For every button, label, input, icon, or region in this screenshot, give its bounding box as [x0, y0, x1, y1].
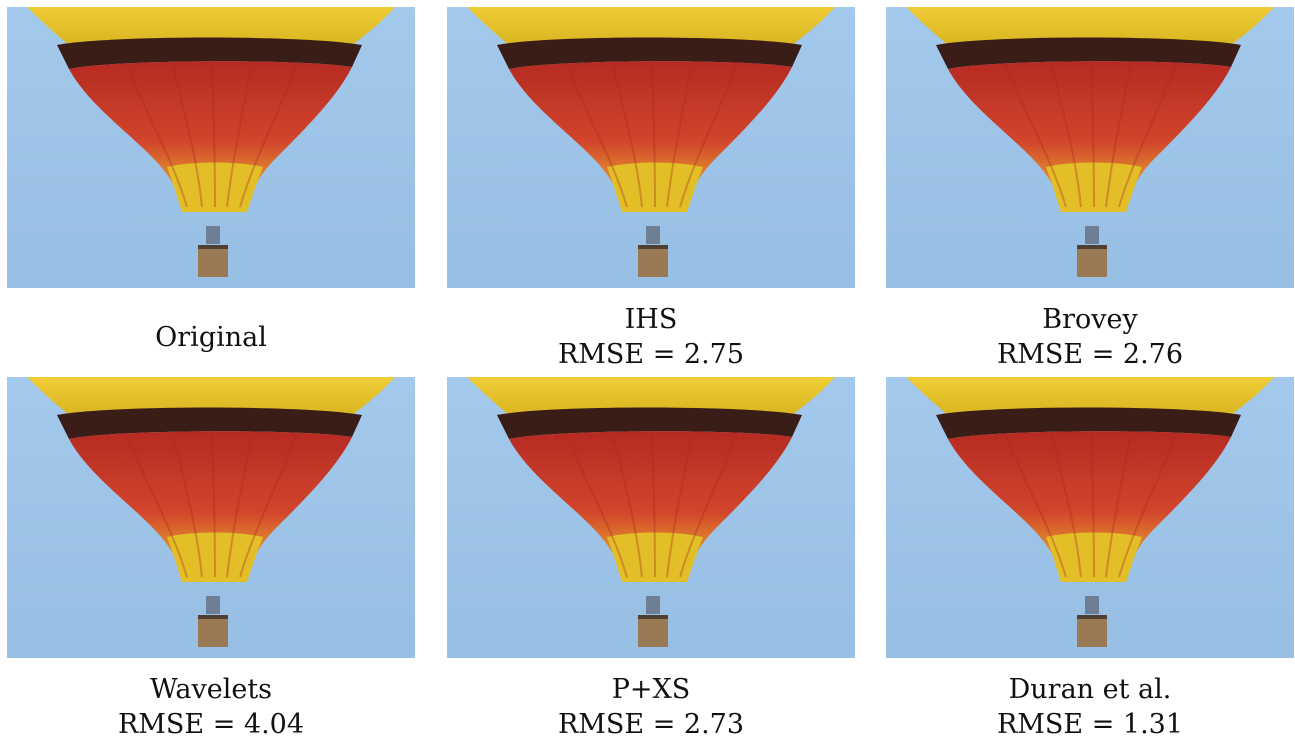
rmse-label: RMSE = 2.75 [557, 339, 745, 370]
panel-caption: P+XS RMSE = 2.73 [447, 658, 855, 742]
panel-pxs: P+XS RMSE = 2.73 [447, 377, 855, 742]
balloon-image-wavelets [7, 377, 415, 658]
balloon-image-duran [886, 377, 1294, 658]
method-label: Brovey [1042, 304, 1138, 335]
rmse-label: RMSE = 1.31 [996, 709, 1184, 740]
method-label: P+XS [611, 674, 691, 705]
panel-ihs: IHS RMSE = 2.75 [447, 7, 855, 372]
method-label: IHS [624, 304, 678, 335]
method-label: Wavelets [149, 674, 273, 705]
panel-wavelets: Wavelets RMSE = 4.04 [7, 377, 415, 742]
panel-caption: Wavelets RMSE = 4.04 [7, 658, 415, 742]
panel-caption: IHS RMSE = 2.75 [447, 288, 855, 372]
panel-caption: Brovey RMSE = 2.76 [886, 288, 1294, 372]
balloon-image-pxs [447, 377, 855, 658]
rmse-label: RMSE = 2.76 [996, 339, 1184, 370]
panel-brovey: Brovey RMSE = 2.76 [886, 7, 1294, 372]
method-label: Duran et al. [1008, 674, 1172, 705]
panel-caption: Duran et al. RMSE = 1.31 [886, 658, 1294, 742]
panel-original: Original [7, 7, 415, 355]
panel-duran: Duran et al. RMSE = 1.31 [886, 377, 1294, 742]
balloon-image-brovey [886, 7, 1294, 288]
panel-caption: Original [7, 288, 415, 355]
balloon-image-original [7, 7, 415, 288]
rmse-label: RMSE = 4.04 [117, 709, 305, 740]
rmse-label: RMSE = 2.73 [557, 709, 745, 740]
method-label: Original [155, 322, 267, 353]
balloon-image-ihs [447, 7, 855, 288]
